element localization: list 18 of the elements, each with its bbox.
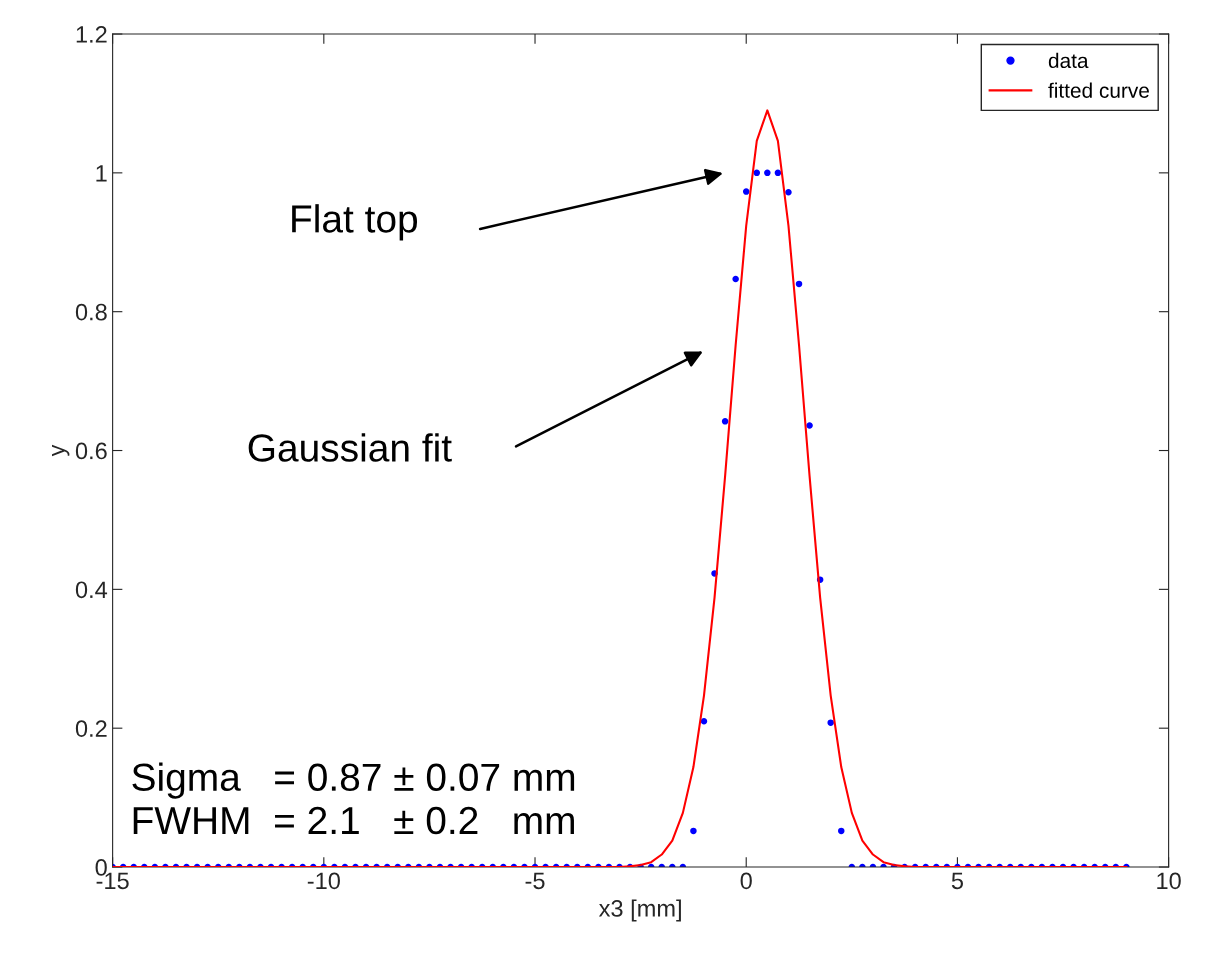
y-tick-label: 0.6 — [75, 442, 107, 460]
y-tick-label: 0.2 — [75, 720, 107, 737]
y-axis-title: y — [52, 444, 70, 457]
x-tick-label: 10 — [1157, 872, 1181, 890]
y-tick-label: 0.8 — [75, 303, 107, 321]
annotation: Sigma = 0.87 ± 0.07 mm FWHM = 2.1 ± 0.2 mm — [132, 762, 575, 835]
annotation: Gaussian fit — [248, 433, 452, 462]
x-tick-label: -10 — [307, 872, 340, 890]
y-tick-label: 1 — [96, 165, 107, 182]
legend-label: data — [1048, 52, 1089, 69]
x-tick-label: -5 — [525, 872, 545, 890]
annotation: Flat top — [292, 204, 418, 241]
x-axis-title: x3 [mm] — [598, 899, 681, 922]
y-tick-label: 1.2 — [76, 26, 107, 43]
x-tick-label: 0 — [740, 872, 752, 890]
x-tick-label: 5 — [951, 872, 963, 890]
legend-label: fitted curve — [1048, 82, 1149, 98]
y-tick-label: 0.4 — [75, 581, 108, 599]
